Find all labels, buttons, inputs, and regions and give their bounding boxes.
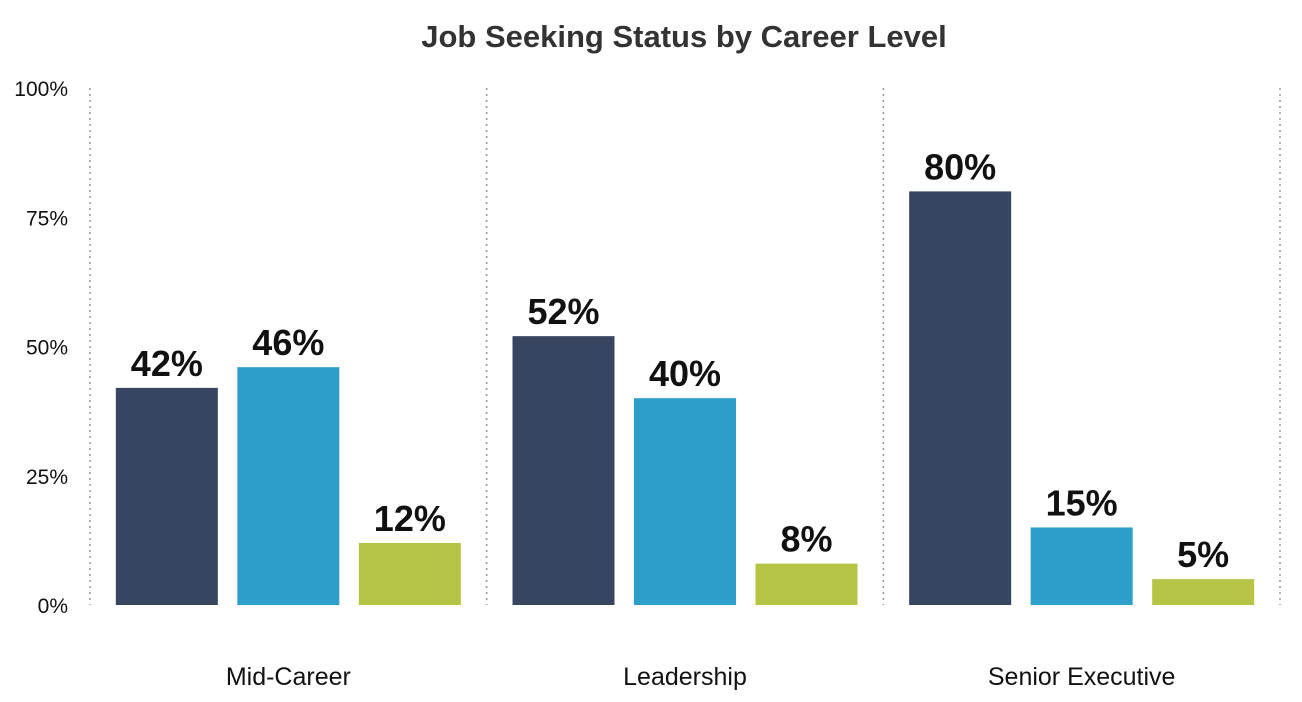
chart-title: Job Seeking Status by Career Level [421, 19, 947, 54]
x-axis-categories: Mid-Career Leadership Senior Executive [226, 663, 1176, 691]
data-label: 8% [780, 519, 832, 560]
x-category-label: Senior Executive [988, 663, 1176, 691]
data-label: 42% [131, 343, 203, 384]
y-tick-label: 25% [26, 466, 68, 489]
y-axis-ticks: 0% 25% 50% 75% 100% [14, 78, 68, 618]
grid-lines [89, 88, 1281, 605]
y-tick-label: 0% [38, 595, 68, 618]
bars [115, 191, 1255, 605]
bar [1152, 579, 1255, 605]
bar [512, 336, 615, 605]
data-label: 80% [924, 146, 996, 187]
x-category-label: Mid-Career [226, 663, 351, 691]
data-labels: 42% 46% 12% 52% 40% 8% 80% 15% 5% [131, 146, 1229, 575]
data-label: 12% [374, 498, 446, 539]
data-label: 46% [252, 322, 324, 363]
data-label: 15% [1046, 482, 1118, 523]
y-tick-label: 100% [14, 78, 68, 101]
y-tick-label: 50% [26, 337, 68, 360]
bar [755, 563, 858, 605]
bar [1030, 527, 1133, 605]
bar [634, 398, 736, 605]
bar [115, 387, 218, 605]
y-tick-label: 75% [26, 207, 68, 230]
data-label: 52% [527, 291, 599, 332]
data-label: 5% [1177, 534, 1229, 575]
data-label: 40% [649, 353, 721, 394]
x-category-label: Leadership [623, 663, 747, 691]
bar [237, 367, 340, 605]
bar [358, 542, 461, 605]
bar [909, 191, 1012, 605]
